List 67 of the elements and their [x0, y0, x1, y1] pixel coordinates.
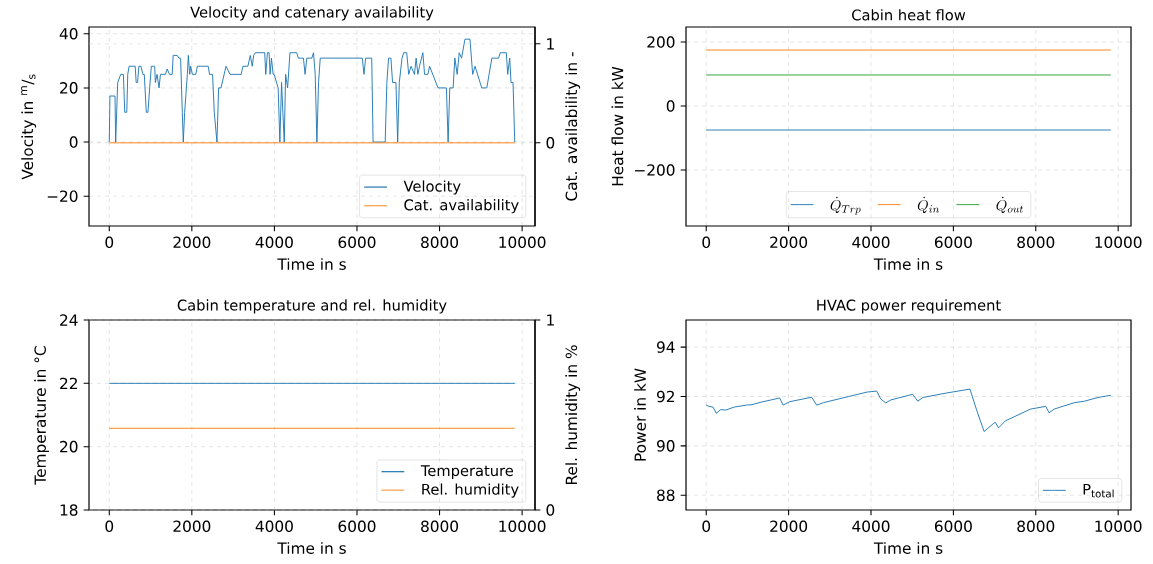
y-axis-title: Power in kW [634, 368, 646, 461]
y2-tick-label: 0 [546, 504, 555, 516]
chart-title: HVAC power requirement [817, 299, 1001, 314]
y2-tick-label: 0 [546, 137, 555, 149]
y-tick-label: −20 [47, 190, 78, 202]
x-tick-label: 8000 [421, 520, 459, 533]
y-tick-label: 0 [69, 136, 78, 148]
x-tick-label: 0 [702, 520, 711, 533]
x-tick-label: 8000 [1017, 520, 1055, 533]
y-tick-label: 18 [60, 504, 78, 516]
x-tick-label: 10000 [1095, 520, 1142, 533]
chart-title: Velocity and catenary availability [190, 6, 434, 21]
y-tick-label: −200 [635, 164, 675, 176]
y-axis-title: Velocity in $^{m}$/$_{s}$ [21, 74, 37, 180]
x-tick-label: 8000 [1017, 236, 1055, 249]
x-tick-label: 8000 [421, 236, 459, 249]
y2-tick-label: 1 [547, 314, 554, 326]
x-tick-label: 6000 [934, 520, 972, 533]
y-tick-label: 0 [666, 100, 675, 112]
x-tick-label: 6000 [338, 236, 376, 249]
x-tick-label: 10000 [499, 520, 546, 533]
y-axis-title: Temperature in °C [34, 346, 49, 485]
y-tick-label: 40 [59, 27, 78, 40]
x-tick-label: 4000 [255, 520, 293, 533]
x-tick-label: 4000 [852, 236, 890, 249]
x-axis-title: Time in s [873, 258, 943, 270]
chart-title: Cabin temperature and rel. humidity [177, 299, 447, 314]
x-tick-label: 6000 [338, 520, 376, 533]
x-tick-label: 6000 [934, 236, 972, 249]
x-tick-label: 2000 [770, 520, 808, 533]
x-tick-label: 10000 [1095, 236, 1142, 249]
y-tick-label: 24 [60, 314, 78, 326]
x-tick-label: 2000 [173, 520, 211, 533]
x-axis-title: Time in s [277, 258, 346, 270]
line-series [108, 38, 516, 143]
x-tick-label: 0 [702, 236, 711, 249]
x-tick-label: 0 [105, 236, 114, 249]
x-tick-label: 0 [105, 520, 114, 533]
x-tick-label: 2000 [770, 236, 808, 249]
chart-title: Cabin heat flow [852, 9, 966, 21]
x-axis-title: Time in s [277, 542, 346, 554]
line-series [705, 388, 1112, 432]
x-tick-label: 4000 [255, 236, 293, 249]
x-axis-title: Time in s [873, 542, 943, 554]
legend-label: $\dot{Q}_{in}$ [917, 196, 940, 214]
x-tick-label: 10000 [499, 236, 546, 249]
y-tick-label: 92 [656, 390, 674, 403]
x-tick-label: 2000 [173, 236, 211, 249]
x-tick-label: 4000 [852, 520, 890, 533]
y-tick-label: 22 [60, 377, 77, 390]
y2-axis-title: Rel. humidity in % [565, 345, 581, 485]
y2-tick-label: 1 [547, 38, 554, 50]
legend-label: Cat. availability [404, 199, 519, 214]
y-tick-label: 20 [60, 82, 78, 94]
legend-label: Rel. humidity [422, 483, 519, 498]
y-axis-title: Heat flow in kW [611, 66, 624, 186]
y-tick-label: 90 [656, 440, 675, 452]
legend-label: Velocity [403, 180, 461, 195]
y-tick-label: 88 [657, 489, 675, 501]
legend-label: $\dot{Q}_{Trp}$ [830, 196, 861, 215]
legend-label: Temperature [420, 465, 513, 479]
y2-axis-title: Cat. availability in - [565, 52, 581, 201]
y-tick-label: 20 [60, 440, 78, 453]
y-tick-label: 200 [647, 36, 675, 48]
legend-label: $\dot{Q}_{out}$ [996, 196, 1024, 214]
legend-label: P$_{total}$ [1083, 483, 1114, 498]
y-tick-label: 94 [656, 341, 675, 353]
